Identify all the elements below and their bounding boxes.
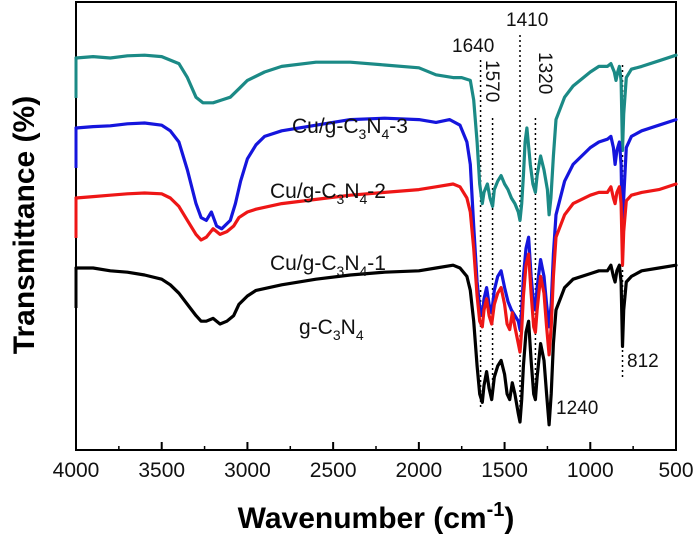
x-tick-label: 2000	[395, 459, 442, 482]
series-lines	[74, 53, 678, 427]
peak-label-812: 812	[627, 351, 659, 372]
series-label-3: Cu/g-C3N4-1	[270, 252, 386, 279]
peak-label-1240: 1240	[556, 398, 598, 419]
plot-frame	[75, 1, 677, 451]
series-label-2: Cu/g-C3N4-2	[270, 180, 386, 207]
peak-label-1570: 1570	[481, 60, 502, 102]
series-line-1	[74, 53, 678, 222]
x-axis-ticks: 4000 3500 3000 2500 2000 1500 1000 500	[53, 442, 694, 482]
series-line-4	[74, 263, 678, 427]
x-tick-label: 1500	[481, 459, 528, 482]
series-line-3	[74, 182, 678, 357]
y-axis-title: Transmittance (%)	[8, 96, 41, 354]
series-line-2	[74, 116, 678, 332]
x-tick-label: 2500	[310, 459, 357, 482]
x-tick-label: 1000	[567, 459, 614, 482]
series-labels: Cu/g-C3N4-3 Cu/g-C3N4-2 Cu/g-C3N4-1 g-C3N4	[270, 115, 408, 343]
series-label-1: Cu/g-C3N4-3	[292, 115, 408, 142]
peak-label-1320: 1320	[534, 52, 555, 94]
peak-label-1410: 1410	[506, 10, 548, 31]
x-tick-label: 4000	[53, 459, 100, 482]
x-tick-label: 3000	[224, 459, 271, 482]
peak-annotations: 1640 1570 1410 1320 1240 812	[452, 10, 659, 419]
peak-label-1640: 1640	[452, 36, 494, 57]
plot-area-border	[75, 1, 677, 451]
x-tick-label: 500	[658, 459, 693, 482]
x-tick-label: 3500	[138, 459, 185, 482]
series-label-4: g-C3N4	[299, 316, 364, 343]
x-axis-title: Wavenumber (cm-1)	[238, 499, 515, 535]
